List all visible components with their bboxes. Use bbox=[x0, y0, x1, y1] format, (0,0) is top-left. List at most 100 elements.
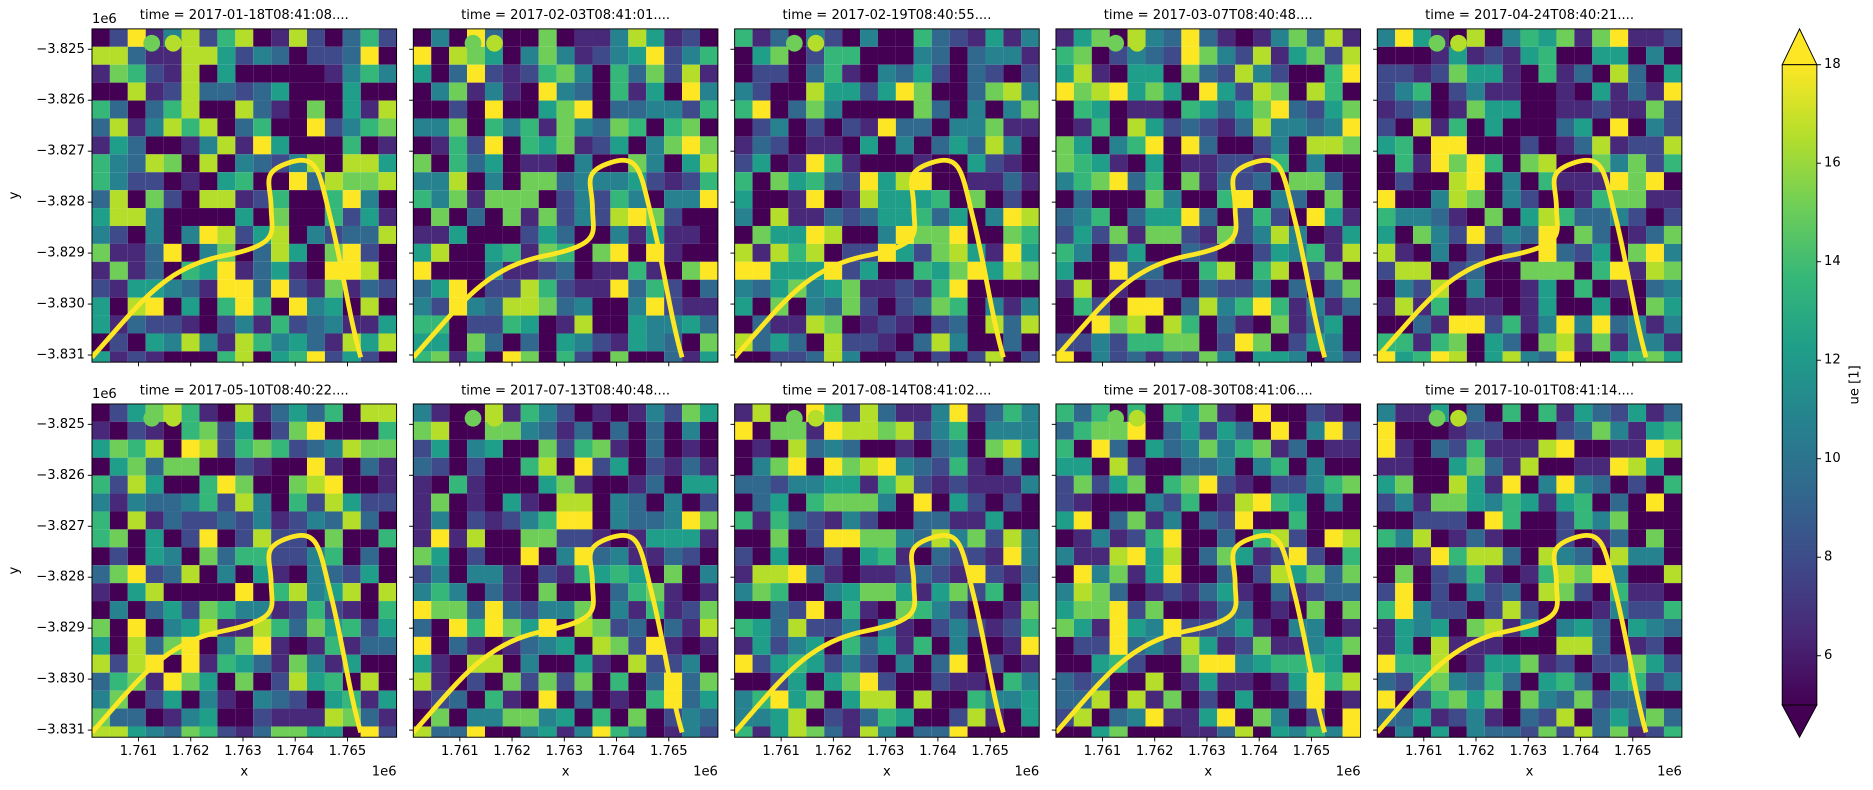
raster-cell bbox=[289, 28, 307, 47]
raster-cell bbox=[574, 82, 593, 101]
raster-cell bbox=[1538, 726, 1557, 738]
raster-cell bbox=[199, 208, 218, 226]
raster-cell bbox=[646, 493, 665, 512]
raster-cell bbox=[217, 583, 236, 602]
raster-cell bbox=[449, 529, 468, 548]
raster-cell bbox=[1574, 351, 1593, 363]
raster-cell bbox=[163, 654, 182, 673]
raster-cell bbox=[413, 100, 432, 119]
raster-cell bbox=[1288, 190, 1307, 209]
raster-cell bbox=[556, 672, 575, 691]
raster-cell bbox=[109, 100, 128, 119]
raster-cell bbox=[163, 708, 182, 727]
raster-cell bbox=[1484, 190, 1503, 209]
raster-cell bbox=[592, 421, 611, 440]
raster-cell bbox=[91, 118, 110, 137]
raster-cell bbox=[895, 636, 914, 655]
raster-cell bbox=[1484, 136, 1503, 155]
raster-cell bbox=[1342, 475, 1361, 494]
raster-cell bbox=[877, 172, 896, 191]
raster-cell bbox=[877, 547, 896, 566]
raster-river bbox=[734, 157, 1006, 359]
raster-cell bbox=[1520, 529, 1539, 548]
raster-cell bbox=[1484, 225, 1503, 244]
raster-cell bbox=[289, 475, 307, 494]
raster-cell bbox=[1145, 708, 1164, 727]
raster-cell bbox=[306, 64, 325, 83]
raster-cell bbox=[1217, 493, 1236, 512]
raster-cell bbox=[467, 439, 485, 458]
raster-cell bbox=[1055, 601, 1074, 619]
raster-cell bbox=[842, 403, 861, 422]
raster-cell bbox=[1538, 511, 1557, 530]
raster-cell bbox=[1181, 208, 1200, 226]
raster-cell bbox=[127, 100, 146, 119]
raster-cell bbox=[628, 154, 647, 173]
raster-cell bbox=[734, 118, 753, 137]
raster-cell bbox=[289, 190, 307, 209]
raster-cell bbox=[842, 315, 861, 334]
raster-cell bbox=[1395, 636, 1414, 655]
raster-cell bbox=[199, 601, 218, 619]
raster-cell bbox=[610, 511, 629, 530]
raster-cell bbox=[752, 100, 771, 119]
raster-cell bbox=[610, 118, 629, 137]
raster-cell bbox=[520, 493, 539, 512]
raster-cell bbox=[449, 261, 468, 280]
raster-cell bbox=[1021, 457, 1040, 476]
raster-cell bbox=[1646, 333, 1664, 352]
raster-cell bbox=[378, 82, 397, 101]
raster-cell bbox=[1628, 118, 1647, 137]
raster-cell bbox=[163, 493, 182, 512]
raster-cell bbox=[1145, 475, 1164, 494]
raster-cell bbox=[574, 493, 593, 512]
panel: time = 2017-05-10T08:40:22....1.761 1.762… bbox=[7, 383, 398, 779]
raster-cell bbox=[91, 190, 110, 209]
raster-cell bbox=[967, 297, 986, 316]
raster-cell bbox=[235, 136, 254, 155]
raster-cell bbox=[1448, 136, 1467, 155]
raster-cell bbox=[646, 457, 665, 476]
raster-cell bbox=[324, 457, 343, 476]
raster-cell bbox=[253, 421, 272, 440]
raster-cell bbox=[1413, 403, 1432, 422]
raster-cell bbox=[1377, 421, 1396, 440]
raster-cell bbox=[931, 654, 950, 673]
raster-cell bbox=[699, 261, 718, 280]
raster-cell bbox=[520, 333, 539, 352]
raster-cell bbox=[109, 654, 128, 673]
raster-cell bbox=[163, 243, 182, 262]
raster-cell bbox=[556, 315, 575, 334]
raster-cell bbox=[628, 261, 647, 280]
raster-cell bbox=[306, 28, 325, 47]
raster-cell bbox=[1235, 421, 1254, 440]
raster-cell bbox=[1377, 547, 1396, 566]
x-offset: 1e6 bbox=[372, 764, 397, 779]
raster-cell bbox=[682, 726, 700, 738]
raster-cell bbox=[1574, 225, 1593, 244]
raster-cell bbox=[520, 46, 539, 65]
raster-cell bbox=[91, 636, 110, 655]
raster-cell bbox=[1217, 511, 1236, 530]
raster-cell bbox=[734, 439, 753, 458]
raster-cell bbox=[931, 225, 950, 244]
raster-cell bbox=[842, 672, 861, 691]
raster-cell bbox=[556, 100, 575, 119]
raster-cell bbox=[1091, 351, 1110, 363]
raster-cell bbox=[467, 297, 485, 316]
raster-cell bbox=[1253, 190, 1271, 209]
raster-cell bbox=[413, 190, 432, 209]
raster-cell bbox=[1091, 547, 1110, 566]
raster-cell bbox=[1021, 565, 1040, 584]
raster-cell bbox=[610, 726, 629, 738]
raster-cell bbox=[1377, 333, 1396, 352]
raster-cell bbox=[1003, 154, 1022, 173]
raster-cell bbox=[235, 46, 254, 65]
raster-cell bbox=[253, 493, 272, 512]
raster-cell bbox=[1502, 601, 1521, 619]
raster-cell bbox=[431, 726, 450, 738]
raster-cell bbox=[610, 457, 629, 476]
raster-cell bbox=[1538, 64, 1557, 83]
raster-cell bbox=[1270, 511, 1289, 530]
raster-cell bbox=[682, 457, 700, 476]
